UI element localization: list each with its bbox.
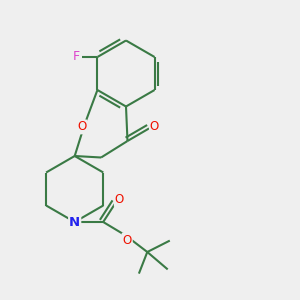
Text: O: O bbox=[123, 233, 132, 247]
Text: O: O bbox=[115, 193, 124, 206]
Text: F: F bbox=[72, 50, 80, 64]
Text: N: N bbox=[69, 215, 80, 229]
Text: O: O bbox=[150, 119, 159, 133]
Text: O: O bbox=[77, 120, 86, 134]
